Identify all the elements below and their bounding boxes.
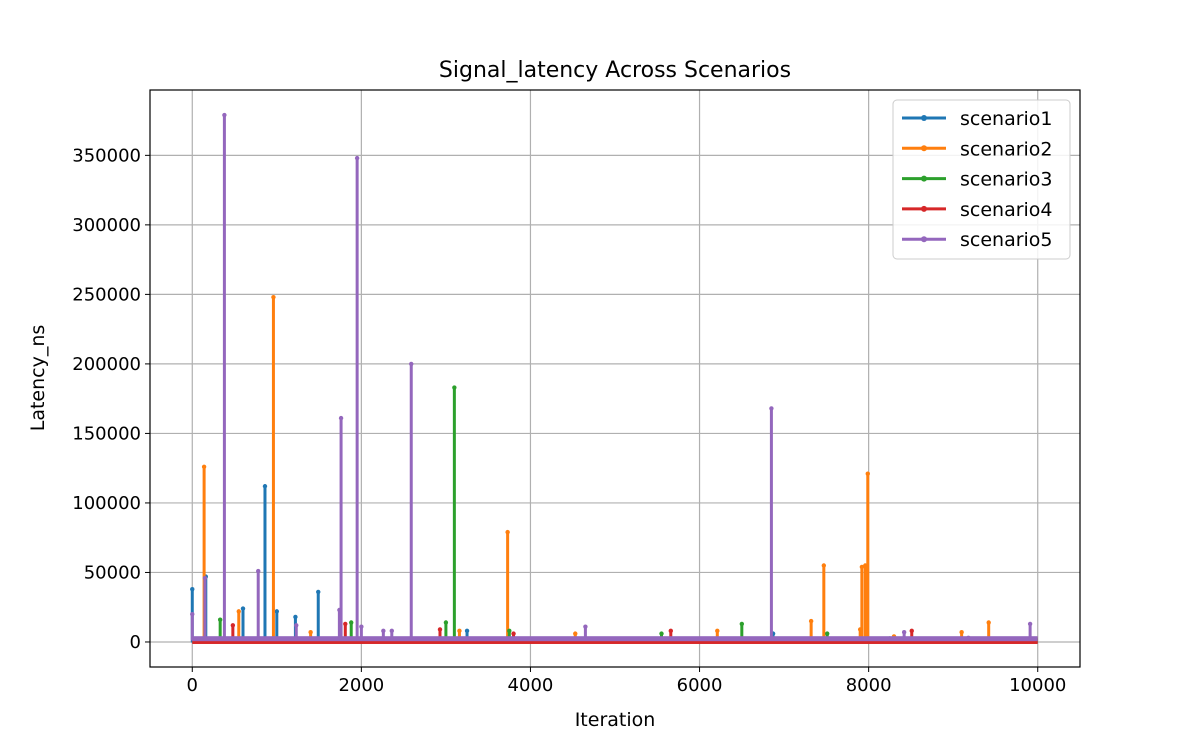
y-tick-label: 200000 <box>72 354 141 375</box>
data-point <box>901 630 907 635</box>
data-point <box>821 563 827 568</box>
x-tick-label: 0 <box>187 675 198 696</box>
plot-frame <box>149 89 1081 668</box>
y-tick-label: 150000 <box>72 423 141 444</box>
data-point <box>959 630 964 635</box>
data-point <box>294 623 299 628</box>
legend-label: scenario2 <box>960 138 1053 160</box>
series-scenario5 <box>190 112 1038 642</box>
data-point <box>739 621 745 627</box>
data-point <box>190 611 195 617</box>
data-point <box>349 620 354 625</box>
axis-ticks: 0 2000 4000 6000 8000 10000050000100000150000… <box>72 145 1066 696</box>
x-tick-label: 10000 <box>1009 675 1066 696</box>
data-point <box>271 294 276 300</box>
data-point <box>262 484 268 489</box>
data-point <box>240 606 246 611</box>
y-tick-label: 350000 <box>72 145 141 166</box>
data-point <box>825 631 830 636</box>
y-tick-label: 300000 <box>72 215 141 236</box>
data-point <box>389 628 394 634</box>
data-point <box>507 628 512 634</box>
data-point <box>1027 621 1033 627</box>
y-tick-label: 0 <box>130 632 141 653</box>
data-point <box>659 631 664 636</box>
data-point <box>308 630 313 635</box>
data-point <box>986 620 991 625</box>
legend-label: scenario5 <box>960 229 1053 251</box>
data-point <box>457 628 462 634</box>
x-tick-label: 6000 <box>677 675 723 696</box>
data-point <box>859 564 865 570</box>
data-point <box>293 614 298 620</box>
chart-title: Signal_latency Across Scenarios <box>439 58 791 83</box>
data-point <box>452 385 457 390</box>
legend-marker <box>921 115 927 121</box>
data-point <box>316 589 321 595</box>
legend: scenario1 scenario2 scenario3 scenario4 scen… <box>892 99 1071 260</box>
data-point <box>808 618 814 624</box>
x-axis-label: Iteration <box>575 709 656 731</box>
x-tick-label: 4000 <box>508 675 554 696</box>
legend-marker <box>921 205 927 212</box>
data-point <box>217 617 223 622</box>
legend-marker <box>921 236 927 243</box>
series-baseline-band <box>192 638 1038 644</box>
data-point <box>381 628 386 634</box>
data-point <box>222 112 227 118</box>
legend-marker <box>921 145 927 152</box>
data-point <box>343 621 348 627</box>
data-point <box>354 155 360 161</box>
data-point <box>437 627 443 632</box>
legend-entries: scenario1 scenario2 scenario3 scenario4 scen… <box>902 108 1053 251</box>
series-lines <box>190 112 1038 644</box>
data-point <box>505 529 510 535</box>
data-point <box>274 609 280 614</box>
data-point <box>573 631 578 636</box>
legend-label: scenario4 <box>960 199 1053 221</box>
data-point <box>338 415 344 421</box>
data-point <box>583 624 588 629</box>
data-point <box>409 361 414 367</box>
legend-label: scenario3 <box>960 169 1053 191</box>
data-point <box>202 575 208 581</box>
series-baseline-band <box>192 636 1038 642</box>
data-point <box>769 406 774 411</box>
data-point <box>511 631 516 636</box>
y-axis-label: Latency_ns <box>27 325 49 432</box>
data-point <box>464 628 470 634</box>
y-tick-label: 100000 <box>72 493 141 514</box>
data-point <box>230 623 236 628</box>
y-tick-label: 250000 <box>72 284 141 305</box>
data-point <box>236 609 241 614</box>
data-point <box>201 464 207 469</box>
data-point <box>966 635 971 641</box>
data-point <box>190 586 195 592</box>
legend-box <box>892 99 1071 260</box>
x-tick-label: 2000 <box>338 675 384 696</box>
data-point <box>359 624 364 629</box>
y-tick-label: 50000 <box>84 562 141 583</box>
legend-label: scenario1 <box>960 108 1053 130</box>
data-point <box>715 628 720 634</box>
data-point <box>909 628 914 634</box>
data-point <box>256 568 261 574</box>
data-point <box>865 471 870 476</box>
data-point <box>443 620 449 625</box>
legend-marker <box>921 175 927 182</box>
x-tick-label: 8000 <box>846 675 892 696</box>
data-point <box>668 628 673 634</box>
